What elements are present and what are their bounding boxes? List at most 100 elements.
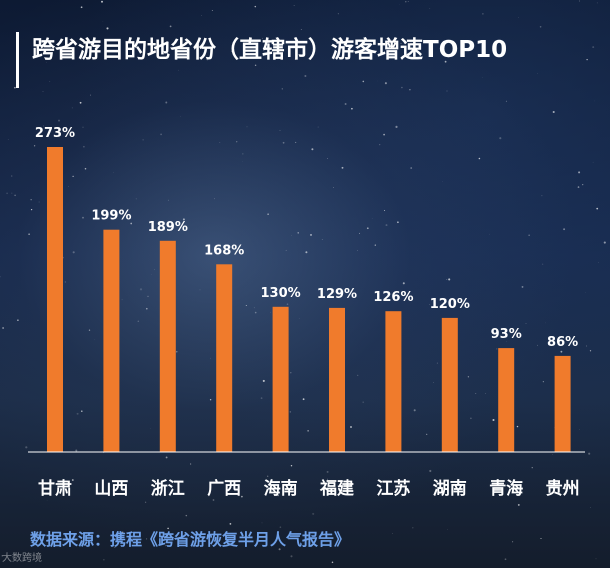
star xyxy=(448,278,451,281)
star xyxy=(71,479,74,481)
star xyxy=(512,541,514,543)
bar-value-label: 129% xyxy=(317,287,357,302)
value-label-group: 273% 199% 189% 168% 130% 129% 126% 120% 93% 86% xyxy=(35,126,578,350)
star xyxy=(261,522,263,524)
star xyxy=(121,531,124,534)
star xyxy=(281,88,283,90)
star xyxy=(46,61,47,63)
star xyxy=(552,110,555,114)
star xyxy=(402,282,405,285)
star xyxy=(542,381,544,383)
bar-5 xyxy=(272,306,289,452)
star xyxy=(592,46,595,49)
star xyxy=(185,514,188,517)
star xyxy=(290,555,293,558)
bar-10 xyxy=(554,355,571,452)
star xyxy=(30,208,33,211)
category-label: 湖南 xyxy=(433,478,467,499)
star xyxy=(113,485,115,487)
bar-value-label: 120% xyxy=(430,297,470,312)
star xyxy=(521,285,524,288)
bar-group xyxy=(47,147,571,452)
star xyxy=(178,69,180,71)
star xyxy=(293,4,295,6)
bar-value-label: 93% xyxy=(491,327,522,342)
star xyxy=(30,199,32,201)
star xyxy=(219,141,221,143)
bar-6 xyxy=(329,307,345,452)
star xyxy=(333,187,335,189)
star xyxy=(138,536,140,538)
star xyxy=(101,0,103,3)
star xyxy=(139,288,143,291)
star xyxy=(182,218,185,221)
bar-4 xyxy=(216,264,233,452)
star xyxy=(588,452,591,455)
star xyxy=(72,251,75,254)
star xyxy=(282,141,285,144)
star xyxy=(165,101,168,104)
star xyxy=(84,167,87,170)
star xyxy=(88,329,91,331)
star xyxy=(429,469,432,473)
star xyxy=(317,126,319,128)
star xyxy=(429,304,430,305)
star xyxy=(169,25,172,28)
star xyxy=(145,307,148,310)
star xyxy=(142,139,144,141)
category-label: 海南 xyxy=(264,478,298,499)
star xyxy=(560,350,563,353)
star xyxy=(33,145,36,147)
star xyxy=(321,239,323,240)
star xyxy=(380,48,382,50)
star xyxy=(540,537,542,540)
star xyxy=(81,410,83,412)
star xyxy=(492,418,495,422)
star xyxy=(397,221,399,224)
star xyxy=(595,558,597,560)
star xyxy=(579,0,580,2)
star xyxy=(236,141,238,143)
star xyxy=(539,26,542,28)
star xyxy=(279,526,282,528)
star xyxy=(470,417,472,420)
star xyxy=(362,401,364,403)
star xyxy=(436,362,438,364)
star xyxy=(311,148,314,151)
star xyxy=(2,327,4,329)
star xyxy=(245,304,247,307)
star xyxy=(289,411,291,413)
star xyxy=(385,224,388,227)
category-label: 青海 xyxy=(489,478,523,499)
star xyxy=(359,232,360,234)
star xyxy=(321,535,323,536)
star xyxy=(349,425,353,429)
star xyxy=(7,139,9,140)
star xyxy=(298,318,300,319)
star xyxy=(241,495,243,498)
star xyxy=(201,15,202,16)
star xyxy=(211,9,213,11)
star xyxy=(151,274,152,275)
star xyxy=(254,5,257,8)
star xyxy=(377,56,379,57)
star xyxy=(528,234,530,236)
bar-value-label: 168% xyxy=(204,243,244,258)
star xyxy=(214,198,215,200)
star xyxy=(525,323,527,324)
star xyxy=(337,291,339,294)
star xyxy=(402,493,404,495)
star xyxy=(337,13,339,15)
star xyxy=(285,249,287,251)
star xyxy=(603,241,606,244)
star xyxy=(586,345,588,347)
star xyxy=(545,322,546,324)
star xyxy=(260,397,263,399)
bar-8 xyxy=(441,317,458,452)
star xyxy=(592,161,594,163)
star xyxy=(307,430,309,432)
star xyxy=(64,281,66,283)
star xyxy=(542,263,544,265)
bar-7 xyxy=(385,311,402,452)
